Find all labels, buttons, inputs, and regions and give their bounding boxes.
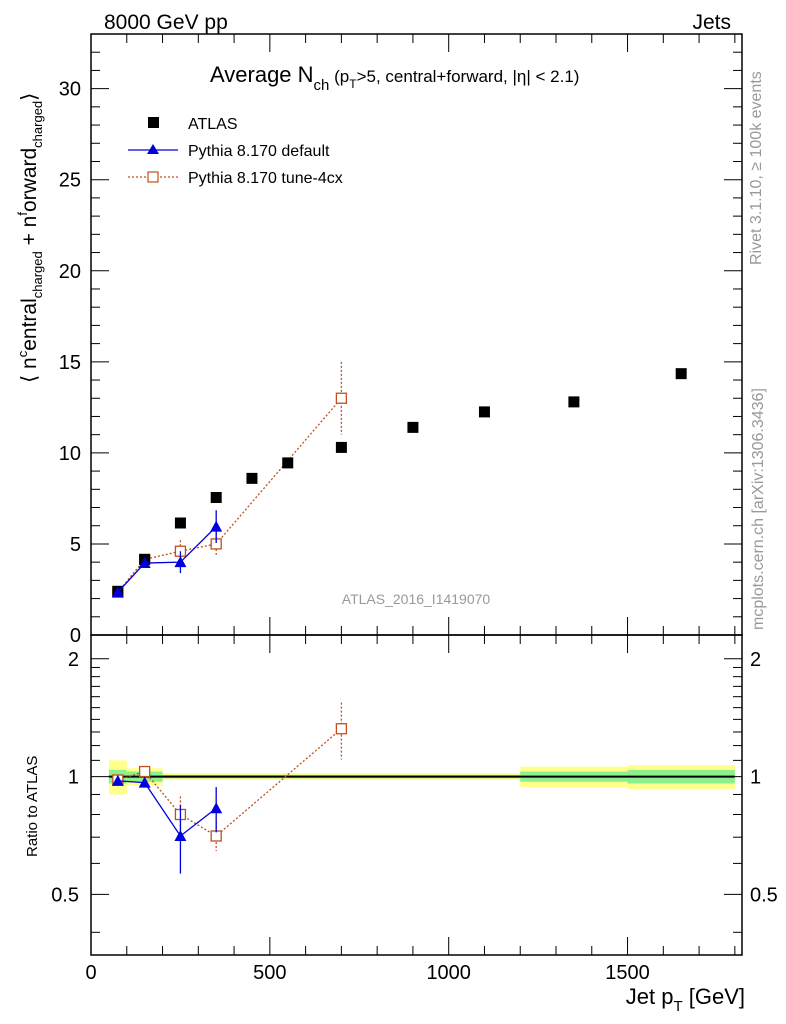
ratio-default-point <box>138 776 151 788</box>
x-axis-label: Jet pT [GeV] <box>626 984 745 1015</box>
ylabel-mid2: + n <box>18 216 41 252</box>
title-cut-b: >5, central+forward, |η| < 2.1) <box>357 67 580 86</box>
ylabel-close: ⟩ <box>18 93 41 101</box>
ylabel-sub2: charged <box>30 101 45 148</box>
atlas-point <box>246 472 258 484</box>
atlas-point <box>210 491 222 503</box>
title-sub: ch <box>314 77 330 94</box>
atlas-point <box>282 457 294 469</box>
main-y-tick-label: 20 <box>59 261 81 283</box>
legend-tune4cx-marker <box>147 171 159 183</box>
ratio-axis-ticks: 0.5 0.5 1 1 2 2 0 500 1000 1500 <box>51 635 778 984</box>
title-cut-a: (p <box>329 67 349 86</box>
analysis-id: ATLAS_2016_I1419070 <box>342 591 491 607</box>
ratio-y-tick-label-right: 2 <box>750 649 761 671</box>
xlabel-unit: [GeV] <box>683 984 745 1009</box>
main-axis-ticks: 0 5 10 15 20 25 30 <box>59 34 742 647</box>
atlas-point <box>407 421 419 433</box>
ratio-default-point <box>210 802 223 814</box>
ylabel-mid3: orward <box>18 148 41 212</box>
ylabel-sub1: charged <box>30 251 45 298</box>
tune4cx-point <box>335 392 348 404</box>
main-series-layer <box>111 361 687 598</box>
xlabel-sub: T <box>673 998 682 1015</box>
title-cut-sub: T <box>349 77 357 91</box>
ratio-y-tick-label: 2 <box>68 649 79 671</box>
default-point <box>210 520 223 532</box>
x-tick-label: 0 <box>85 962 96 984</box>
atlas-point <box>174 517 186 529</box>
main-y-tick-label: 15 <box>59 352 81 374</box>
legend-entry-atlas: ATLAS <box>148 116 238 133</box>
ratio-default-point <box>111 774 124 786</box>
legend-tune4cx-label: Pythia 8.170 tune-4cx <box>188 170 343 187</box>
plot-title: Average Nch (pT>5, central+forward, |η| … <box>210 62 579 94</box>
ratio-default-line <box>117 780 217 837</box>
ratio-tune4cx-point <box>210 830 222 842</box>
atlas-point <box>568 396 580 408</box>
default-point <box>138 557 151 569</box>
ylabel-sup2: f <box>15 212 30 216</box>
ratio-y-tick-label-right: 1 <box>750 767 761 789</box>
main-y-tick-label: 10 <box>59 443 81 465</box>
ratio-tune4cx-point <box>139 765 151 778</box>
legend-entry-tune4cx: Pythia 8.170 tune-4cx <box>128 170 343 187</box>
ratio-y-axis-label: Ratio to ATLAS <box>24 756 41 857</box>
ylabel-sup1: c <box>15 350 30 357</box>
main-y-tick-label: 0 <box>70 625 81 647</box>
mcplots-label: mcplots.cern.ch [arXiv:1306.3436] <box>750 388 767 630</box>
header-right: Jets <box>692 11 731 34</box>
main-y-axis-label: ⟨ ncentralcharged + nforwardcharged⟩ <box>15 93 45 383</box>
legend-default-label: Pythia 8.170 default <box>188 143 330 160</box>
legend: ATLAS Pythia 8.170 default Pythia 8.170 … <box>128 116 343 187</box>
main-y-tick-label: 30 <box>59 79 81 101</box>
xlabel-main: Jet p <box>626 984 674 1009</box>
ylabel-mid1: entral <box>18 298 41 351</box>
ratio-default-point <box>174 829 187 841</box>
default-point <box>174 556 187 568</box>
legend-entry-default: Pythia 8.170 default <box>128 143 330 160</box>
ratio-y-tick-label-right: 0.5 <box>750 884 778 906</box>
ratio-y-tick-label: 1 <box>68 767 79 789</box>
title-main: Average N <box>210 62 314 87</box>
legend-atlas-label: ATLAS <box>188 116 238 133</box>
atlas-point <box>675 368 687 380</box>
rivet-label: Rivet 3.1.10, ≥ 100k events <box>748 71 765 265</box>
ylabel-open: ⟨ n <box>18 357 41 383</box>
atlas-point <box>335 441 347 453</box>
ratio-plot-frame <box>90 634 743 956</box>
atlas-point <box>478 406 490 418</box>
ratio-y-tick-label: 0.5 <box>51 884 79 906</box>
ratio-series-layer <box>111 702 348 874</box>
main-y-tick-label: 5 <box>70 534 81 556</box>
default-point <box>111 586 124 598</box>
header-left: 8000 GeV pp <box>104 11 228 34</box>
legend-default-marker <box>147 144 159 154</box>
default-line <box>117 526 217 593</box>
main-y-tick-label: 25 <box>59 170 81 192</box>
tune4cx-line <box>117 397 342 593</box>
ratio-plot-area <box>108 760 735 795</box>
ratio-tune4cx-point <box>335 723 348 735</box>
x-tick-label: 1500 <box>605 962 650 984</box>
x-tick-label: 1000 <box>426 962 471 984</box>
legend-atlas-marker <box>148 117 159 128</box>
x-tick-label: 500 <box>253 962 286 984</box>
